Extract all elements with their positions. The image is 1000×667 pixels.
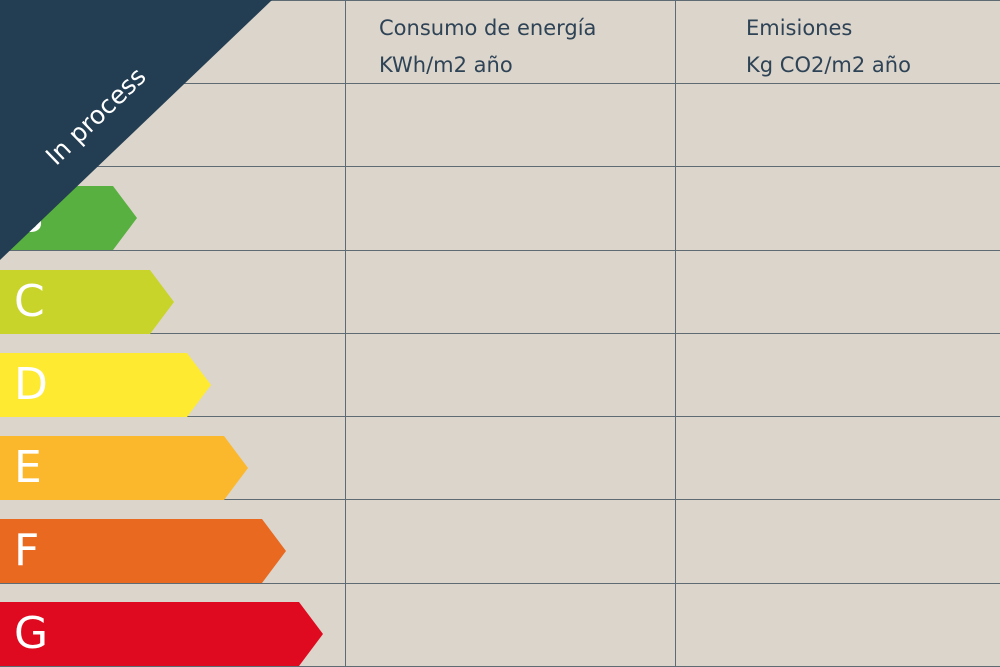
row-divider [0,0,1000,1]
rating-letter: C [14,276,45,327]
row-divider [0,250,1000,251]
rating-letter: F [14,525,40,576]
column-title: Emisiones [746,16,853,40]
column-divider [345,0,346,667]
row-divider [0,83,1000,84]
arrow-shape [0,519,286,583]
arrow-shape [0,353,211,417]
rating-arrow-c: C [0,270,174,334]
rating-letter: E [14,442,42,493]
row-divider [0,166,1000,167]
arrow-shape [0,602,323,666]
in-process-banner: In process [0,0,272,266]
column-unit: Kg CO2/m2 año [746,53,911,77]
rating-arrow-d: D [0,353,211,417]
rating-arrow-f: F [0,519,286,583]
arrow-shape [0,270,174,334]
column-divider [675,0,676,667]
row-divider [0,416,1000,417]
row-divider [0,583,1000,584]
column-title: Consumo de energía [379,16,597,40]
row-divider [0,499,1000,500]
emissions-header: Emisiones Kg CO2/m2 año [746,10,911,84]
rating-letter: G [14,608,49,659]
rating-letter: D [14,359,48,410]
rating-arrow-g: G [0,602,323,666]
row-divider [0,333,1000,334]
rating-arrow-e: E [0,436,248,500]
banner-triangle [0,0,272,260]
column-unit: KWh/m2 año [379,53,513,77]
energy-consumption-header: Consumo de energía KWh/m2 año [379,10,596,84]
arrow-shape [0,436,248,500]
